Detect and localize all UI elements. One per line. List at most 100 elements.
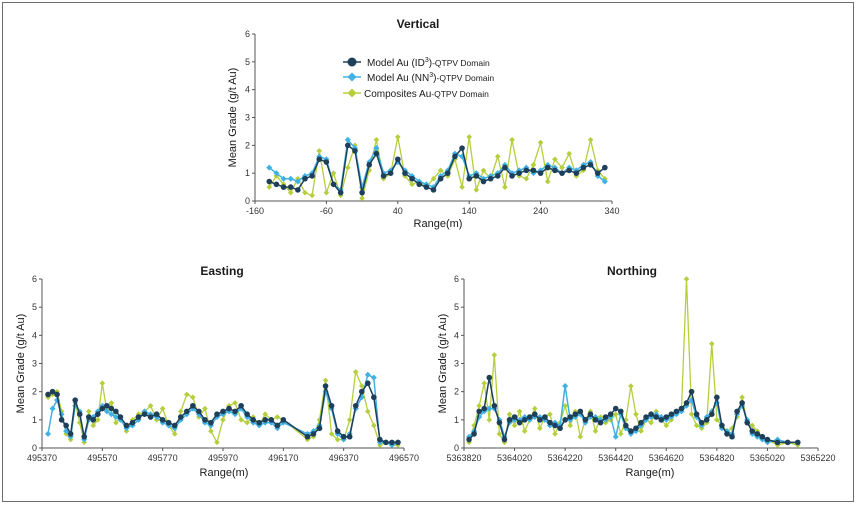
- data-point-id3: [617, 408, 624, 415]
- data-point-id3: [663, 414, 670, 420]
- data-point-id3: [135, 414, 142, 420]
- data-point-id3: [280, 184, 287, 190]
- data-point-id3: [552, 167, 558, 174]
- data-point-composites: [552, 156, 558, 163]
- data-point-composites: [171, 431, 178, 437]
- x-tick-label: 5365020: [750, 453, 785, 463]
- series-composites: [466, 276, 801, 448]
- data-point-id3: [668, 411, 675, 418]
- data-point-composites: [532, 405, 538, 412]
- data-point-composites: [739, 394, 745, 401]
- data-point-composites: [49, 391, 56, 398]
- x-tick-label: 496570: [389, 453, 419, 463]
- data-point-id3: [602, 164, 608, 171]
- data-point-composites: [638, 428, 644, 434]
- data-point-id3: [754, 431, 761, 437]
- data-point-id3: [452, 153, 458, 160]
- data-point-id3: [104, 402, 110, 409]
- data-point-id3: [322, 383, 329, 389]
- data-point-nn3: [103, 408, 110, 415]
- x-tick-label: 340: [604, 206, 619, 216]
- data-point-id3: [544, 164, 551, 171]
- x-axis-label: Range(m): [626, 467, 675, 479]
- data-point-composites: [184, 391, 190, 398]
- data-point-id3: [54, 391, 60, 398]
- data-point-id3: [480, 178, 487, 185]
- data-point-id3: [491, 402, 498, 409]
- data-point-id3: [628, 428, 634, 434]
- data-point-composites: [309, 192, 315, 199]
- data-point-id3: [703, 417, 710, 423]
- data-point-id3: [95, 411, 101, 418]
- data-point-id3: [45, 391, 51, 398]
- data-point-composites: [688, 411, 695, 417]
- data-point-id3: [395, 439, 401, 446]
- data-point-id3: [76, 411, 83, 418]
- data-point-id3: [693, 411, 700, 418]
- legend-item-id3: Model Au (ID3)-QTPV Domain: [343, 57, 490, 69]
- data-point-id3: [719, 422, 725, 429]
- data-point-composites: [544, 178, 551, 185]
- data-point-composites: [220, 417, 226, 423]
- data-point-id3: [304, 433, 311, 440]
- data-point-id3: [496, 419, 503, 426]
- data-point-id3: [557, 425, 563, 432]
- data-point-composites: [562, 402, 568, 409]
- y-axis-label: Mean Grade (g/t Au): [437, 314, 449, 414]
- y-tick-label: 3: [245, 113, 250, 123]
- data-point-id3: [648, 411, 654, 418]
- y-tick-label: 5: [32, 302, 37, 312]
- data-point-id3: [316, 156, 323, 163]
- data-point-composites: [476, 402, 482, 409]
- data-point-id3: [542, 414, 548, 420]
- data-point-id3: [409, 175, 415, 182]
- x-tick-label: -60: [320, 206, 333, 216]
- data-point-id3: [774, 439, 781, 446]
- data-point-composites: [587, 136, 594, 143]
- y-tick-label: 4: [245, 85, 250, 95]
- data-point-id3: [262, 417, 269, 423]
- data-point-id3: [437, 175, 444, 182]
- data-point-id3: [274, 422, 281, 429]
- chart-title: Easting: [200, 264, 243, 278]
- data-point-composites: [159, 405, 166, 412]
- x-tick-label: 495770: [148, 453, 178, 463]
- y-tick-label: 2: [32, 387, 37, 397]
- data-point-composites: [587, 408, 594, 415]
- data-point-id3: [123, 422, 130, 429]
- data-point-id3: [523, 167, 530, 174]
- data-point-composites: [238, 417, 244, 423]
- data-point-id3: [358, 388, 365, 395]
- northing-chart: Northing 0 1 2 3 4 5 6 5363820 5364020 5364220 5364…: [437, 264, 836, 479]
- data-point-id3: [476, 408, 482, 415]
- data-point-id3: [287, 184, 294, 190]
- data-point-composites: [714, 417, 720, 423]
- data-point-composites: [352, 369, 359, 375]
- y-tick-label: 3: [32, 359, 37, 369]
- data-point-id3: [328, 402, 335, 409]
- data-point-id3: [184, 408, 190, 415]
- data-point-id3: [784, 439, 791, 446]
- data-point-composites: [511, 422, 518, 429]
- data-point-nn3: [562, 383, 569, 390]
- data-point-id3: [673, 408, 680, 415]
- data-point-composites: [648, 419, 654, 426]
- y-tick-label: 3: [454, 359, 459, 369]
- data-point-composites: [496, 431, 503, 437]
- data-point-id3: [459, 145, 465, 151]
- data-point-composites: [365, 408, 371, 415]
- data-point-composites: [266, 184, 273, 190]
- data-point-composites: [302, 189, 308, 196]
- data-point-id3: [423, 184, 430, 190]
- data-point-id3: [698, 419, 705, 426]
- data-point-id3: [530, 167, 537, 174]
- data-point-id3: [734, 408, 740, 415]
- data-point-composites: [617, 431, 624, 437]
- x-axis-label: Range(m): [414, 218, 463, 230]
- data-point-id3: [266, 178, 273, 185]
- data-point-id3: [208, 419, 214, 426]
- data-point-id3: [487, 175, 494, 182]
- data-point-id3: [607, 411, 614, 418]
- legend-marker-id3: [347, 57, 357, 67]
- data-point-composites: [612, 411, 619, 417]
